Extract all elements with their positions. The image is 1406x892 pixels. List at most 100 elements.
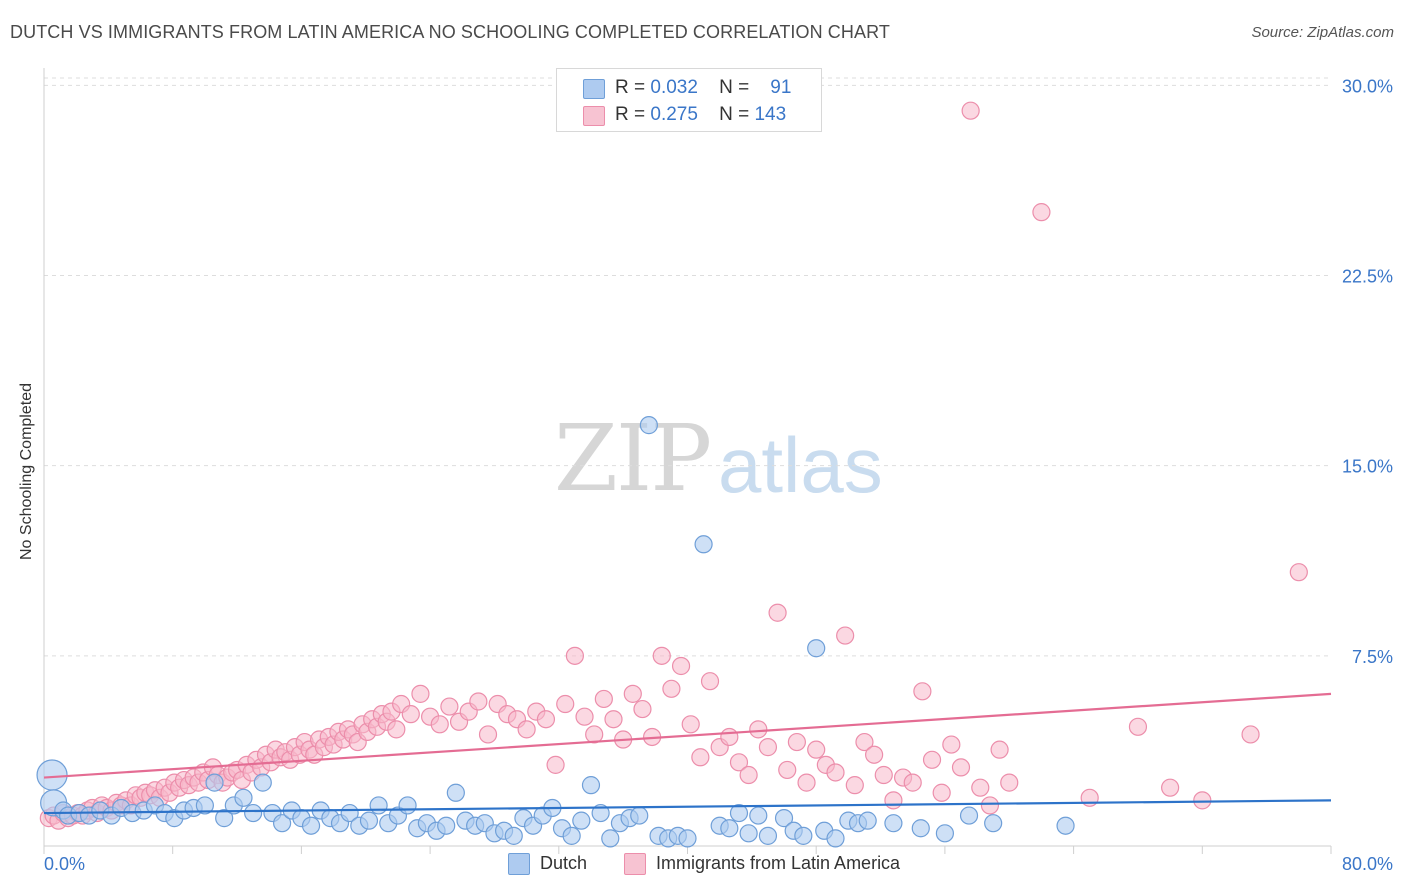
dutch-point [340, 803, 359, 823]
dutch-point [911, 819, 930, 838]
dutch-swatch [583, 79, 605, 99]
latin-america-point [778, 760, 797, 780]
legend-dutch-label: Dutch [540, 853, 588, 873]
dutch-n-value: 91 [770, 77, 792, 98]
dutch-point [694, 535, 713, 554]
latin-n-value: 143 [754, 104, 787, 125]
latin-america-point [1193, 791, 1212, 810]
latin-america-point [401, 705, 420, 724]
latin-america-point [845, 776, 864, 795]
y-tick-label: 7.5% [1352, 647, 1393, 667]
latin-america-point [575, 707, 594, 726]
y-axis-label: No Schooling Completed [18, 383, 35, 560]
latin-america-point [1161, 778, 1180, 797]
grid-lines [44, 77, 1331, 657]
latin-america-point [903, 773, 922, 792]
stats-box: R = 0.032 N = 91 R = 0.275 N = 143 [556, 68, 822, 132]
x-tick-label-max: 80.0% [1342, 854, 1393, 874]
latin-america-trend-line [43, 692, 1332, 779]
latin-america-point [652, 646, 671, 665]
dutch-point [601, 829, 620, 848]
y-tick-label: 22.5% [1342, 267, 1393, 287]
latin-america-point [440, 697, 459, 716]
dutch-point [729, 803, 749, 823]
dutch-point [720, 819, 739, 838]
latin-america-point [1032, 203, 1051, 222]
latin-america-point [671, 656, 691, 676]
latin-america-point [556, 694, 575, 714]
legend-latin-swatch [624, 853, 646, 875]
latin-america-point [942, 735, 961, 754]
dutch-point [630, 806, 649, 825]
legend-dutch-swatch [508, 853, 530, 875]
dutch-point [935, 824, 955, 843]
latin-america-point [387, 720, 406, 739]
dutch-point [205, 773, 224, 792]
latin-america-point [787, 732, 806, 752]
trend-lines [43, 692, 1332, 815]
watermark-atlas: atlas [718, 421, 883, 509]
latin-america-point [961, 101, 980, 120]
latin-america-point [807, 740, 826, 759]
latin-america-point [884, 791, 903, 810]
latin-america-point [836, 626, 855, 645]
dutch-point [398, 796, 417, 815]
dutch-point [301, 816, 321, 835]
latin-america-point [1128, 717, 1148, 736]
dutch-point [1056, 816, 1075, 835]
latin-america-point [430, 715, 449, 734]
latin-america-point [729, 753, 749, 772]
dutch-r-label: R = [615, 77, 646, 98]
dutch-point [215, 809, 234, 828]
dutch-point [581, 776, 601, 795]
dutch-point [758, 826, 778, 845]
dutch-point [437, 816, 456, 835]
latin-america-point [932, 783, 951, 802]
latin-america-point [980, 796, 1000, 815]
latin-america-point [546, 755, 565, 774]
y-tick-label: 15.0% [1342, 457, 1393, 477]
dutch-point [639, 416, 658, 435]
latin-america-point [951, 758, 971, 777]
dutch-point [678, 829, 697, 848]
latin-america-point [623, 684, 642, 703]
latin-america-point [536, 710, 556, 729]
latin-america-point [411, 684, 430, 703]
dutch-point [562, 826, 581, 845]
latin-america-point [594, 689, 613, 709]
latin-america-point [681, 715, 700, 734]
dutch-point [739, 824, 758, 843]
latin-swatch [583, 106, 605, 126]
latin-america-point [855, 732, 874, 752]
dutch-point [807, 639, 826, 658]
latin-america-point [1241, 725, 1260, 744]
latin-america-point [585, 725, 604, 744]
y-tick-label: 30.0% [1342, 76, 1393, 96]
latin-america-point [1000, 773, 1019, 792]
dutch-point [959, 806, 979, 825]
dutch-point [984, 814, 1003, 833]
source-label: Source: ZipAtlas.com [1251, 24, 1394, 41]
dutch-trend-line [43, 799, 1332, 815]
latin-america-point [826, 763, 845, 782]
dutch-r-value: 0.032 [650, 77, 698, 98]
latin-america-point [565, 646, 584, 665]
dutch-point [749, 806, 768, 825]
latin-america-point [865, 745, 884, 764]
dutch-point [244, 803, 263, 823]
tick-labels: 7.5% 15.0% 22.5% 30.0% 0.0% 80.0% [44, 76, 1393, 874]
latin-r-value: 0.275 [650, 104, 698, 125]
dutch-point [234, 788, 253, 807]
latin-america-point [478, 725, 498, 744]
latin-america-point [797, 773, 816, 792]
dutch-point [446, 783, 465, 802]
dutch-point [884, 814, 903, 833]
dutch-point [572, 811, 591, 830]
dutch-point [272, 814, 292, 833]
dutch-point [591, 803, 610, 823]
legend-latin-label: Immigrants from Latin America [656, 853, 901, 873]
watermark-zip: ZIP [554, 405, 712, 512]
dutch-point [369, 796, 388, 815]
latin-america-point [922, 750, 942, 769]
